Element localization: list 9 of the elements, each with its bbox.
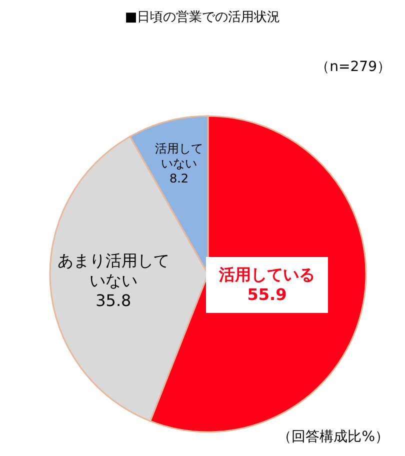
data-label: 35.8 [94,290,132,311]
slice-label: 活用していない [154,142,204,172]
text: （回答構成比%） [278,428,389,446]
data-label: 8.2 [168,172,190,186]
text: （n=279） [316,58,391,76]
slice-label: 活用している [218,265,316,286]
data-label: 55.9 [246,285,288,306]
slice-label: あまり活用していない [56,250,170,291]
chart-title: ■日頃の営業での活用状況 [124,9,282,26]
